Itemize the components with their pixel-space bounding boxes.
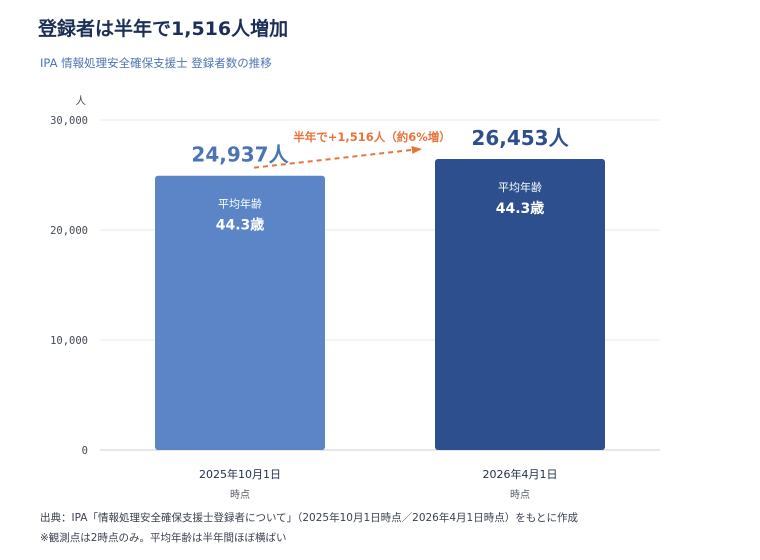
growth-annotation: 半年で+1,516人（約6%増） — [293, 130, 451, 144]
y-tick-label: 20,000 — [50, 225, 88, 237]
bar — [435, 159, 605, 450]
x-tick-sublabel: 時点 — [510, 489, 530, 501]
x-tick-label: 2026年4月1日 — [483, 467, 558, 481]
growth-arrow-head — [411, 146, 422, 154]
y-axis-unit-label: 人 — [76, 95, 87, 107]
x-tick-label: 2025年10月1日 — [199, 467, 281, 481]
y-tick-label: 10,000 — [50, 335, 88, 347]
footnote: ※観測点は2時点のみ。平均年齢は半年間ほぼ横ばい — [40, 532, 287, 544]
avg-age-value: 44.3歳 — [216, 217, 265, 234]
x-tick-sublabel: 時点 — [230, 489, 250, 501]
y-tick-label: 30,000 — [50, 115, 88, 127]
value-label: 24,937人 — [191, 143, 289, 167]
avg-age-caption: 平均年齢 — [218, 197, 262, 211]
chart-title: 登録者は半年で1,516人増加 — [38, 18, 289, 40]
avg-age-value: 44.3歳 — [496, 200, 545, 217]
chart-subtitle: IPA 情報処理安全確保支援士 登録者数の推移 — [40, 56, 272, 70]
growth-arrow-line — [253, 148, 421, 169]
source-note: 出典：IPA「情報処理安全確保支援士登録者について」（2025年10月1日時点／… — [40, 512, 579, 524]
bar — [155, 175, 325, 450]
avg-age-caption: 平均年齢 — [498, 180, 542, 194]
value-label: 26,453人 — [471, 126, 569, 150]
y-tick-label: 0 — [82, 445, 88, 457]
